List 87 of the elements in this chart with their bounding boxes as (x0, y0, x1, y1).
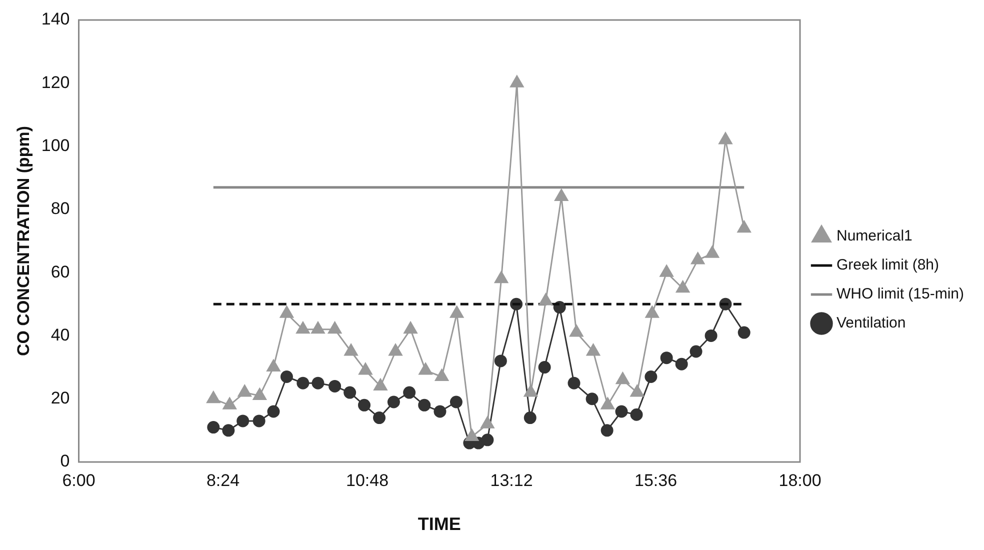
point (600, 424, 614, 437)
point (690, 345, 702, 358)
point (615, 405, 628, 418)
point (296, 376, 310, 390)
point (328, 322, 342, 334)
point (418, 398, 431, 412)
point (600, 397, 614, 410)
point (524, 384, 538, 397)
x-tick-label: 8:24 (206, 470, 240, 490)
legend-label: Ventilation (836, 314, 906, 332)
y-tick-label: 140 (41, 10, 70, 29)
point (280, 306, 294, 318)
point (450, 396, 462, 408)
point (267, 405, 280, 418)
point (434, 369, 449, 382)
point (630, 408, 643, 421)
point (404, 322, 418, 334)
point (494, 271, 508, 284)
y-tick-label: 40 (50, 325, 70, 344)
x-tick-label: 13:12 (490, 470, 533, 490)
point (358, 362, 372, 375)
point (660, 352, 673, 364)
point (207, 421, 220, 434)
y-tick-label: 0 (60, 452, 70, 471)
point (328, 380, 342, 392)
point (616, 372, 630, 384)
point (691, 252, 705, 264)
point (524, 412, 536, 424)
x-tick-label: 18:00 (778, 470, 822, 490)
point (705, 246, 720, 258)
point (538, 293, 553, 306)
y-tick-label: 120 (41, 72, 70, 92)
point (344, 386, 356, 399)
point (586, 392, 598, 406)
point (510, 75, 524, 88)
point (737, 220, 751, 233)
point (388, 344, 402, 356)
x-tick-label: 15:36 (634, 470, 678, 490)
point (434, 405, 446, 418)
point (373, 412, 386, 424)
y-tick-label: 80 (50, 199, 70, 218)
point (570, 324, 584, 337)
point (222, 397, 236, 410)
point (644, 370, 658, 384)
point (676, 280, 690, 293)
point (718, 132, 732, 144)
point (403, 386, 416, 399)
y-tick-label: 60 (50, 262, 70, 282)
y-tick-label: 100 (41, 136, 70, 155)
point (280, 370, 293, 384)
point (494, 354, 507, 368)
point (252, 388, 266, 400)
point (296, 322, 310, 334)
point (358, 398, 371, 412)
point (206, 391, 220, 404)
y-axis-title: CO CONCENTRATION (ppm) (14, 126, 33, 356)
point (236, 414, 250, 428)
point (738, 326, 750, 339)
point (704, 329, 718, 342)
point (481, 434, 494, 446)
legend-label: Greek limit (8h) (836, 256, 940, 274)
point (554, 189, 568, 202)
point (630, 384, 644, 397)
x-axis-title: TIME (418, 514, 461, 534)
point (238, 384, 252, 397)
point (312, 376, 324, 390)
x-tick-label: 10:48 (346, 470, 389, 490)
y-tick-label: 20 (50, 388, 70, 408)
point (387, 396, 400, 408)
x-tick-label: 6:00 (62, 470, 96, 490)
point (252, 414, 266, 428)
point (374, 378, 388, 390)
point (568, 376, 580, 390)
point (660, 264, 674, 277)
legend-label: WHO limit (15-min) (836, 286, 964, 303)
point (538, 361, 551, 374)
point (586, 344, 600, 356)
point (266, 360, 280, 372)
point (480, 416, 494, 428)
point (450, 306, 464, 318)
point (222, 424, 235, 437)
point (645, 306, 659, 318)
point (344, 344, 358, 356)
point (418, 362, 432, 375)
point (675, 358, 688, 370)
point (311, 322, 325, 334)
legend-label: Numerical1 (836, 228, 912, 245)
